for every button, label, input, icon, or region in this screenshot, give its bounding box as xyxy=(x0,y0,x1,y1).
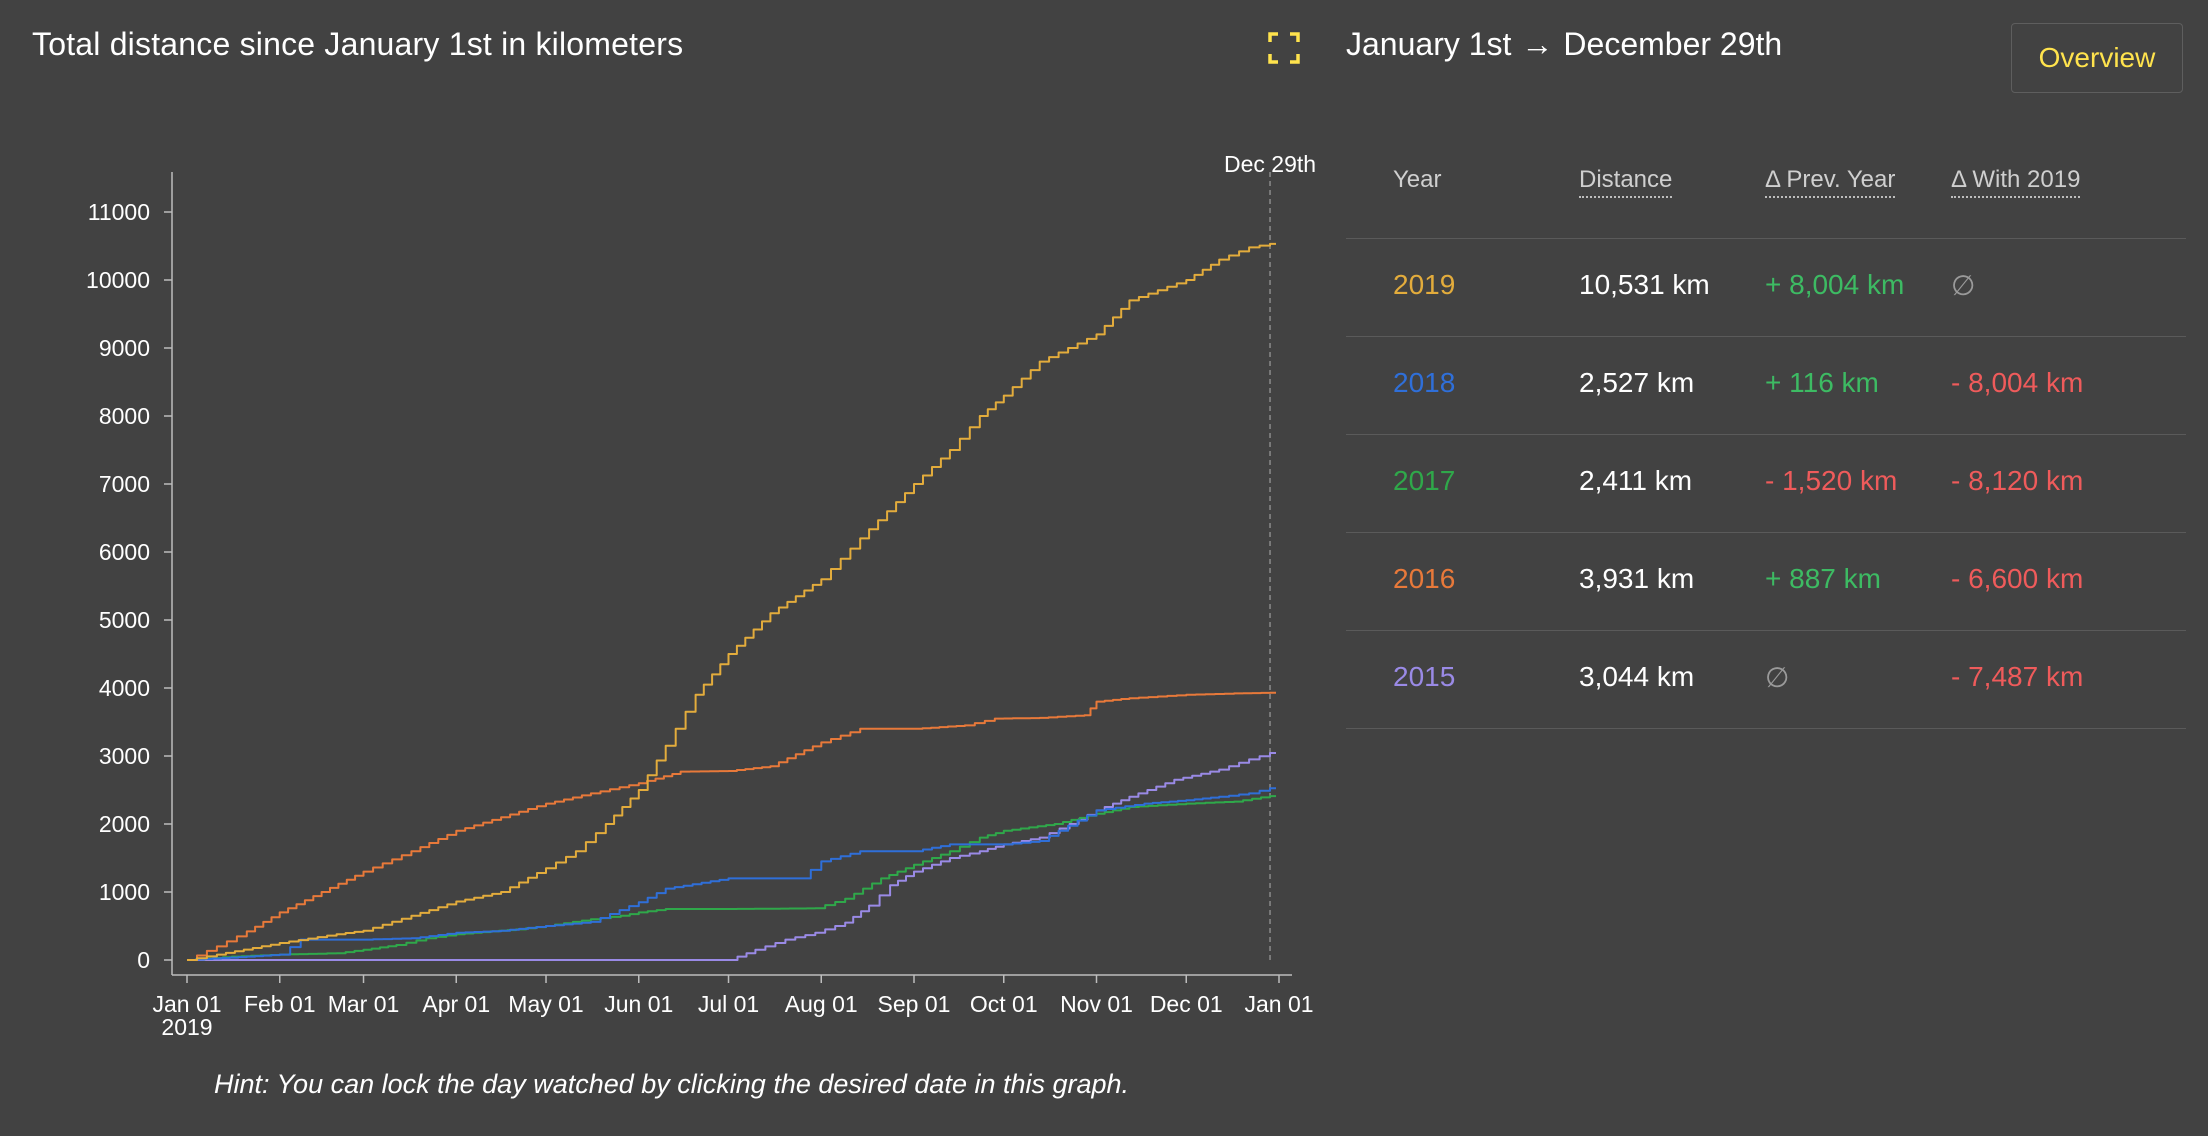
delta-with-2019-cell: - 8,120 km xyxy=(1951,465,2084,496)
y-tick-label: 4000 xyxy=(99,675,150,701)
x-tick-label: Jul 01 xyxy=(698,991,759,1017)
series-line-2018 xyxy=(187,787,1276,961)
header-delta-with-2019: Δ With 2019 xyxy=(1951,166,2081,198)
y-tick-label: 2000 xyxy=(99,811,150,837)
distance-line-chart[interactable]: 0 1000 2000 3000 4000 5000 6000 7000 8000 9000 100… xyxy=(0,0,1330,1060)
x-tick-label: Mar 01 xyxy=(328,991,400,1017)
hint-text: Hint: You can lock the day watched by cl… xyxy=(214,1069,1130,1099)
x-tick-label: May 01 xyxy=(508,991,583,1017)
delta-with-2019-cell: ∅ xyxy=(1951,270,1976,301)
y-tick-label: 9000 xyxy=(99,335,150,361)
distance-cell: 2,527 km xyxy=(1579,367,1695,398)
y-tick-label: 0 xyxy=(137,947,150,973)
delta-prev-year-cell: - 1,520 km xyxy=(1765,465,1898,496)
x-tick-label: Apr 01 xyxy=(422,991,490,1017)
distance-cell: 2,411 km xyxy=(1579,465,1693,496)
overview-button[interactable]: Overview xyxy=(2011,23,2183,93)
y-tick-label: 1000 xyxy=(99,879,150,905)
y-tick-label: 10000 xyxy=(86,267,150,293)
table-row: 2019 10,531 km + 8,004 km ∅ xyxy=(1346,239,2186,337)
x-tick-label: Nov 01 xyxy=(1060,991,1133,1017)
header-delta-prev-year: Δ Prev. Year xyxy=(1765,166,1896,198)
day-marker-label: Dec 29th xyxy=(1224,151,1316,177)
table-header: Year Distance Δ Prev. Year Δ With 2019 xyxy=(1346,138,2186,239)
series-line-2015 xyxy=(187,752,1276,961)
distance-cell: 3,044 km xyxy=(1579,661,1695,692)
header-year: Year xyxy=(1393,166,1442,193)
x-tick-label: Jan 01 xyxy=(1244,991,1313,1017)
table-row: 2018 2,527 km + 116 km - 8,004 km xyxy=(1346,337,2186,435)
x-tick-label: Jan 01 xyxy=(152,991,221,1017)
y-tick-label: 7000 xyxy=(99,471,150,497)
y-tick-label: 3000 xyxy=(99,743,150,769)
delta-with-2019-cell: - 6,600 km xyxy=(1951,563,2084,594)
year-cell: 2016 xyxy=(1393,563,1456,594)
distance-cell: 10,531 km xyxy=(1579,269,1710,300)
series-line-2017 xyxy=(187,795,1276,961)
x-tick-sublabel: 2019 xyxy=(161,1014,212,1040)
x-tick-label: Aug 01 xyxy=(785,991,858,1017)
fullscreen-corners-icon[interactable] xyxy=(1268,32,1300,64)
arrow-right-icon: → xyxy=(1521,26,1554,62)
chart-title: Total distance since January 1st in kilo… xyxy=(32,26,684,62)
delta-with-2019-cell: - 8,004 km xyxy=(1951,367,2084,398)
delta-prev-year-cell: + 887 km xyxy=(1765,563,1881,594)
series-line-2019 xyxy=(187,242,1276,961)
y-tick-label: 6000 xyxy=(99,539,150,565)
delta-prev-year-cell: + 116 km xyxy=(1765,367,1879,398)
series-line-2016 xyxy=(187,691,1276,961)
y-tick-label: 5000 xyxy=(99,607,150,633)
table-row: 2017 2,411 km - 1,520 km - 8,120 km xyxy=(1346,435,2186,533)
table-row: 2016 3,931 km + 887 km - 6,600 km xyxy=(1346,533,2186,631)
year-cell: 2015 xyxy=(1393,661,1456,692)
table-row: 2015 3,044 km ∅ - 7,487 km xyxy=(1346,631,2186,729)
x-tick-label: Dec 01 xyxy=(1150,991,1223,1017)
x-tick-label: Oct 01 xyxy=(970,991,1038,1017)
delta-prev-year-cell: + 8,004 km xyxy=(1765,269,1905,300)
year-cell: 2019 xyxy=(1393,269,1456,300)
year-cell: 2018 xyxy=(1393,367,1456,398)
distance-cell: 3,931 km xyxy=(1579,563,1695,594)
y-tick-label: 11000 xyxy=(88,199,150,225)
date-range-title: January 1st → December 29th xyxy=(1346,26,1783,62)
header-distance: Distance xyxy=(1579,166,1673,198)
delta-prev-year-cell: ∅ xyxy=(1765,662,1790,693)
year-comparison-table: Year Distance Δ Prev. Year Δ With 2019 2… xyxy=(1346,138,2186,729)
y-tick-label: 8000 xyxy=(99,403,150,429)
delta-with-2019-cell: - 7,487 km xyxy=(1951,661,2084,692)
x-tick-label: Sep 01 xyxy=(878,991,951,1017)
x-tick-label: Feb 01 xyxy=(244,991,316,1017)
x-tick-label: Jun 01 xyxy=(604,991,673,1017)
year-cell: 2017 xyxy=(1393,465,1456,496)
